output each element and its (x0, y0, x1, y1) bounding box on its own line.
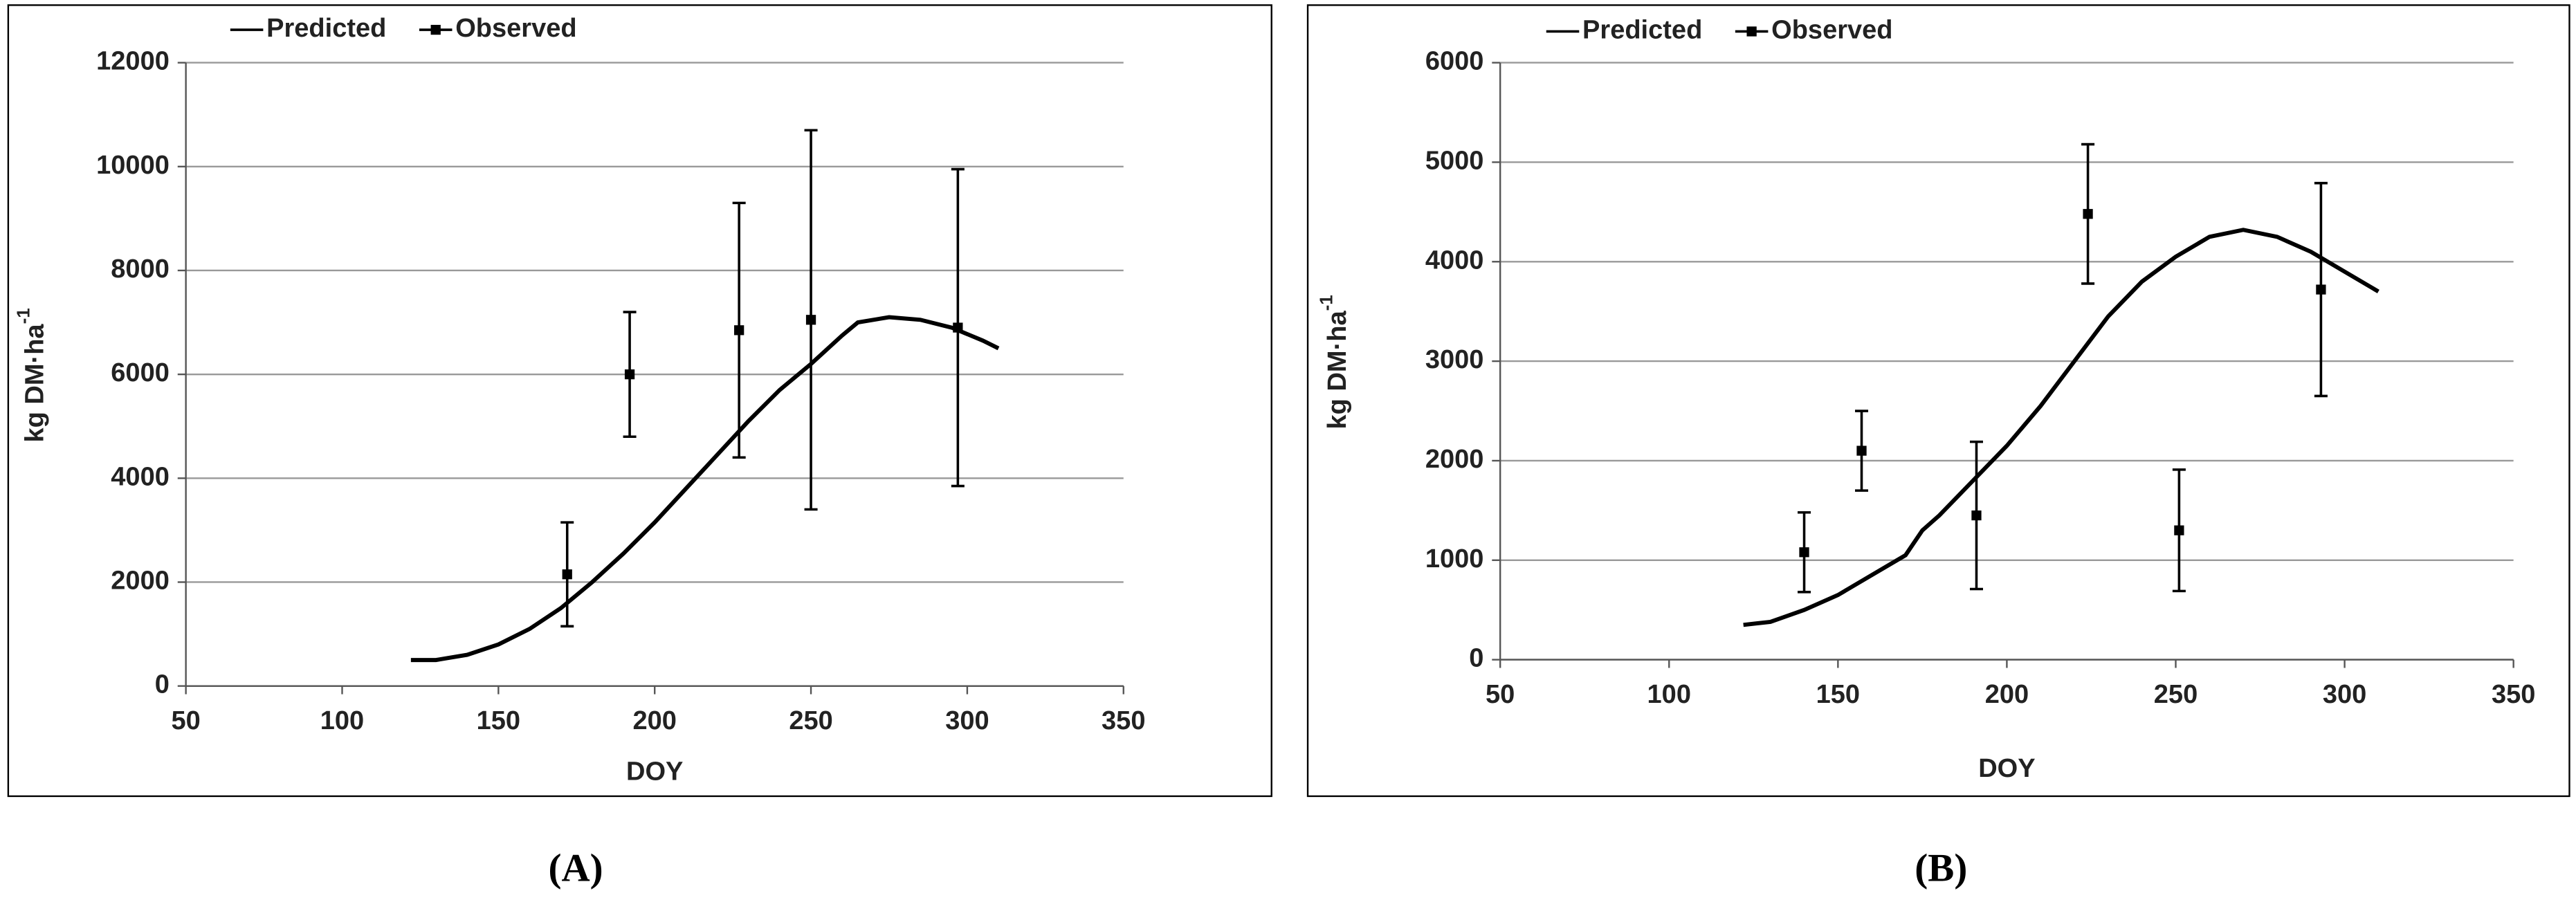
y-axis-label-text: kg DM·ha (1323, 311, 1352, 430)
y-tick-label: 8000 (111, 255, 170, 284)
observed-marker (2174, 525, 2184, 535)
y-axis-label-sup: -1 (1315, 295, 1336, 311)
x-tick-label: 350 (1102, 706, 1145, 735)
x-tick-label: 250 (2154, 680, 2198, 709)
panel-border (1306, 4, 2570, 798)
x-axis-label: DOY (1978, 754, 2035, 783)
y-tick-label: 6000 (111, 358, 170, 387)
y-tick-label: 2000 (111, 567, 170, 596)
y-tick-label: 3000 (1425, 345, 1484, 374)
legend-marker (1746, 26, 1757, 37)
y-tick-label: 5000 (1425, 147, 1484, 176)
x-tick-label: 100 (320, 706, 364, 735)
observed-marker (562, 569, 572, 580)
observed-marker (1799, 547, 1809, 558)
observed-marker (953, 322, 963, 333)
observed-marker (805, 315, 816, 325)
legend-marker (430, 24, 441, 35)
x-axis-label: DOY (626, 757, 683, 787)
y-tick-label: 4000 (1425, 246, 1484, 275)
legend-label: Predicted (266, 14, 386, 43)
observed-marker (1856, 446, 1867, 456)
y-tick-label: 1000 (1425, 544, 1484, 573)
x-tick-label: 50 (171, 706, 200, 735)
observed-marker (734, 325, 745, 336)
legend-label: Observed (455, 14, 576, 43)
y-tick-label: 10000 (96, 151, 170, 180)
y-axis-label: kg DM·ha-1 (1315, 295, 1352, 429)
y-tick-label: 0 (1469, 644, 1483, 673)
legend-label: Predicted (1582, 15, 1702, 44)
y-axis-label-sup: -1 (13, 308, 34, 324)
y-tick-label: 4000 (111, 462, 170, 491)
caption: (A) (548, 846, 603, 890)
x-tick-label: 350 (2492, 680, 2535, 709)
x-tick-label: 200 (1985, 680, 2029, 709)
chart: 0 1000 2000 3000 4000 5000 6000 50 100 150 200 250 3… (1306, 4, 2570, 890)
predicted-line (410, 315, 1000, 663)
y-tick-label: 0 (155, 670, 170, 699)
x-tick-label: 150 (1816, 680, 1860, 709)
x-tick-label: 250 (789, 706, 832, 735)
chart: 0 2000 4000 6000 8000 10000 12000 50 100 150 200 25… (7, 4, 1272, 890)
y-tick-label: 6000 (1425, 47, 1484, 76)
x-tick-label: 100 (1647, 680, 1691, 709)
x-tick-label: 300 (945, 706, 989, 735)
y-axis-label: kg DM·ha-1 (13, 308, 50, 442)
observed-marker (2316, 284, 2326, 295)
y-tick-label: 12000 (96, 47, 170, 76)
panel-border (7, 4, 1272, 798)
observed-marker (2083, 209, 2093, 219)
y-axis-label-text: kg DM·ha (20, 324, 49, 443)
observed-marker (1971, 510, 1982, 521)
x-tick-label: 300 (2323, 680, 2366, 709)
x-tick-label: 50 (1486, 680, 1515, 709)
caption: (B) (1915, 846, 1967, 890)
legend-label: Observed (1771, 15, 1892, 44)
predicted-line (1743, 228, 2379, 627)
y-tick-label: 2000 (1425, 445, 1484, 474)
x-tick-label: 150 (477, 706, 520, 735)
x-tick-label: 200 (632, 706, 676, 735)
observed-marker (624, 369, 635, 380)
